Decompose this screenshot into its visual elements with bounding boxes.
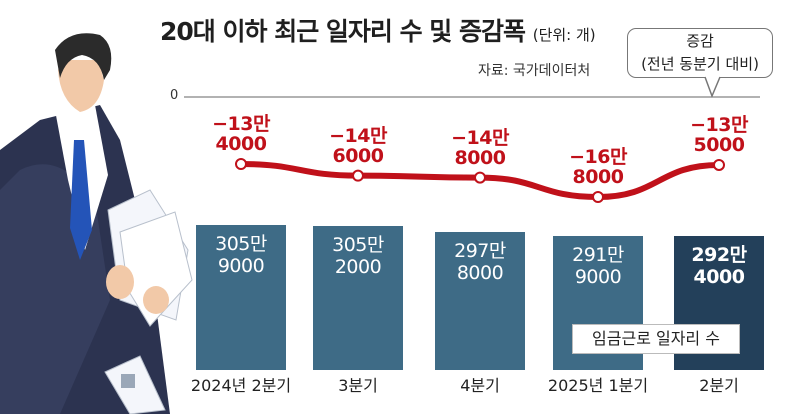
bar-3: 297만 8000 — [435, 231, 525, 370]
change-point-2 — [352, 169, 364, 182]
bar-value-label: 9000 — [574, 266, 622, 289]
bar-value-label: 2000 — [334, 255, 382, 278]
change-value-label: −14만 8000 — [451, 126, 509, 169]
bar-value-label: 305만 — [215, 233, 267, 256]
bar-5: 292만 4000 — [674, 236, 764, 370]
bar-value-label: 8000 — [456, 261, 504, 284]
source-label: 자료: 국가데이터처 — [478, 63, 591, 79]
man-illustration — [0, 33, 193, 414]
bar-value-label: 305만 — [332, 233, 384, 256]
bar-1: 305만 9000 — [196, 225, 286, 370]
category-label: 2025년 1분기 — [547, 376, 649, 395]
category-label: 2024년 2분기 — [190, 376, 292, 395]
change-point-4 — [592, 191, 604, 203]
callout-line1: 증감 — [686, 32, 714, 50]
bar-value-label: 297만 — [454, 239, 506, 262]
callout-pointer — [704, 76, 721, 99]
change-point-3 — [474, 171, 486, 184]
category-label: 4분기 — [460, 376, 500, 395]
change-point-1 — [235, 158, 247, 170]
chart-title: 20대 이하 최근 일자리 수 및 증감폭 (단위: 개) — [160, 17, 596, 46]
change-value-label: −16만 8000 — [569, 146, 627, 188]
change-callout: 증감 (전년 동분기 대비) — [627, 28, 773, 78]
bar-value-label: 291만 — [572, 244, 624, 267]
change-point-5 — [713, 158, 725, 171]
change-value-label: −14만 6000 — [329, 124, 387, 167]
bar-value-label: 9000 — [217, 255, 265, 278]
bar-value-label: 4000 — [693, 266, 745, 289]
category-label: 3분기 — [338, 376, 378, 395]
change-value-label: −13만 4000 — [212, 113, 270, 155]
zero-axis-label: 0 — [170, 88, 179, 103]
unit-label: (단위: 개) — [532, 26, 596, 44]
callout-line2: (전년 동분기 대비) — [641, 55, 759, 73]
legend-wage-jobs: 임금근로 일자리 수 — [572, 324, 740, 354]
bar-value-label: 292만 — [691, 244, 747, 267]
bar-2: 305만 2000 — [313, 225, 403, 370]
change-value-label: −13만 5000 — [690, 113, 748, 156]
category-label: 2분기 — [699, 376, 739, 395]
